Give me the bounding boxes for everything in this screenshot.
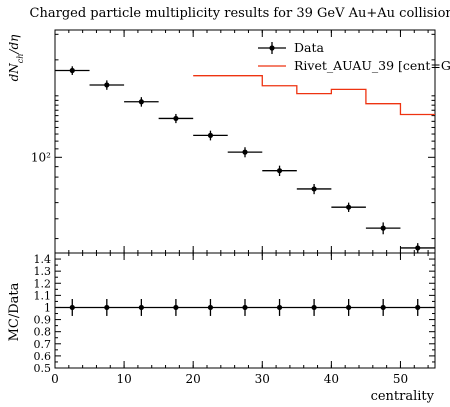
ratio-point	[138, 299, 144, 316]
y-ratio-tick-label: 0.9	[34, 314, 52, 327]
data-point	[193, 130, 228, 141]
x-tick-label: 30	[255, 372, 270, 386]
ratio-point	[207, 299, 214, 316]
data-point	[227, 147, 263, 158]
ratio-point	[104, 299, 110, 316]
y-ratio-tick-label: 0.8	[34, 326, 52, 339]
ratio-marker	[207, 304, 214, 311]
x-tick-label: 20	[186, 372, 201, 386]
legend-data-marker	[269, 45, 275, 51]
ratio-point	[276, 299, 283, 316]
y-ratio-tick-label: 0.5	[34, 362, 52, 375]
data-point	[365, 222, 401, 235]
legend-mc-label: Rivet_AUAU_39 [cent=GE	[294, 58, 450, 73]
x-axis-label: centrality	[371, 389, 435, 404]
ratio-marker	[380, 304, 386, 311]
legend-data-label: Data	[294, 40, 324, 55]
ratio-marker	[104, 304, 110, 311]
ratio-point	[69, 299, 75, 316]
mc-series-line	[193, 75, 435, 116]
data-point	[331, 202, 366, 212]
x-tick-label: 40	[324, 372, 339, 386]
ratio-marker	[415, 304, 421, 311]
data-point	[124, 97, 159, 107]
y-axis-label-main: dNch/dη	[7, 34, 25, 82]
ratio-marker	[346, 304, 352, 311]
ratio-marker	[242, 304, 248, 311]
data-point	[89, 80, 125, 90]
data-marker	[415, 245, 421, 251]
y-ratio-tick-label: 0.7	[34, 338, 52, 351]
ratio-marker	[173, 304, 179, 311]
x-tick-label: 10	[116, 372, 131, 386]
data-marker	[138, 99, 144, 105]
data-marker	[346, 204, 352, 210]
ratio-point	[415, 299, 421, 316]
y-ratio-tick-label: 1.4	[34, 253, 52, 266]
ratio-point	[311, 299, 317, 316]
y-axis-label-ratio: MC/Data	[7, 282, 22, 341]
y-ratio-tick-label: 1.3	[34, 265, 52, 278]
y-ratio-tick-label: 1.2	[34, 277, 52, 290]
data-marker	[242, 149, 248, 155]
ratio-point	[346, 299, 352, 316]
data-point	[55, 66, 90, 75]
x-tick-label: 0	[51, 372, 59, 386]
ratio-marker	[69, 304, 75, 311]
data-marker	[380, 225, 386, 231]
chart-title: Charged particle multiplicity results fo…	[30, 6, 450, 21]
y-ratio-tick-label: 1.1	[34, 289, 52, 302]
y-ratio-tick-label: 1	[44, 301, 51, 314]
x-tick-label: 50	[393, 372, 408, 386]
data-marker	[69, 67, 75, 74]
data-point	[158, 113, 194, 124]
data-marker	[173, 115, 179, 122]
ratio-point	[380, 299, 386, 316]
y-main-tick-label: 10²	[31, 150, 51, 164]
ratio-marker	[276, 304, 283, 311]
data-marker	[276, 168, 283, 174]
ratio-frame	[54, 252, 436, 369]
legend: Data Rivet_AUAU_39 [cent=GE	[258, 40, 450, 73]
ratio-point	[173, 299, 179, 316]
data-marker	[104, 82, 110, 88]
data-marker	[207, 132, 214, 139]
data-point	[400, 243, 435, 253]
ratio-point	[242, 299, 248, 316]
data-marker	[311, 186, 317, 192]
ratio-marker	[138, 304, 144, 311]
ratio-marker	[311, 304, 317, 311]
data-point	[262, 165, 297, 176]
data-point	[296, 184, 332, 195]
main-panel: 10²	[31, 29, 436, 254]
ratio-panel: 0 10 20 30 40 50 0.50.60.70.80.911.11.21.31.4	[34, 252, 436, 386]
y-ratio-tick-label: 0.6	[34, 350, 52, 363]
